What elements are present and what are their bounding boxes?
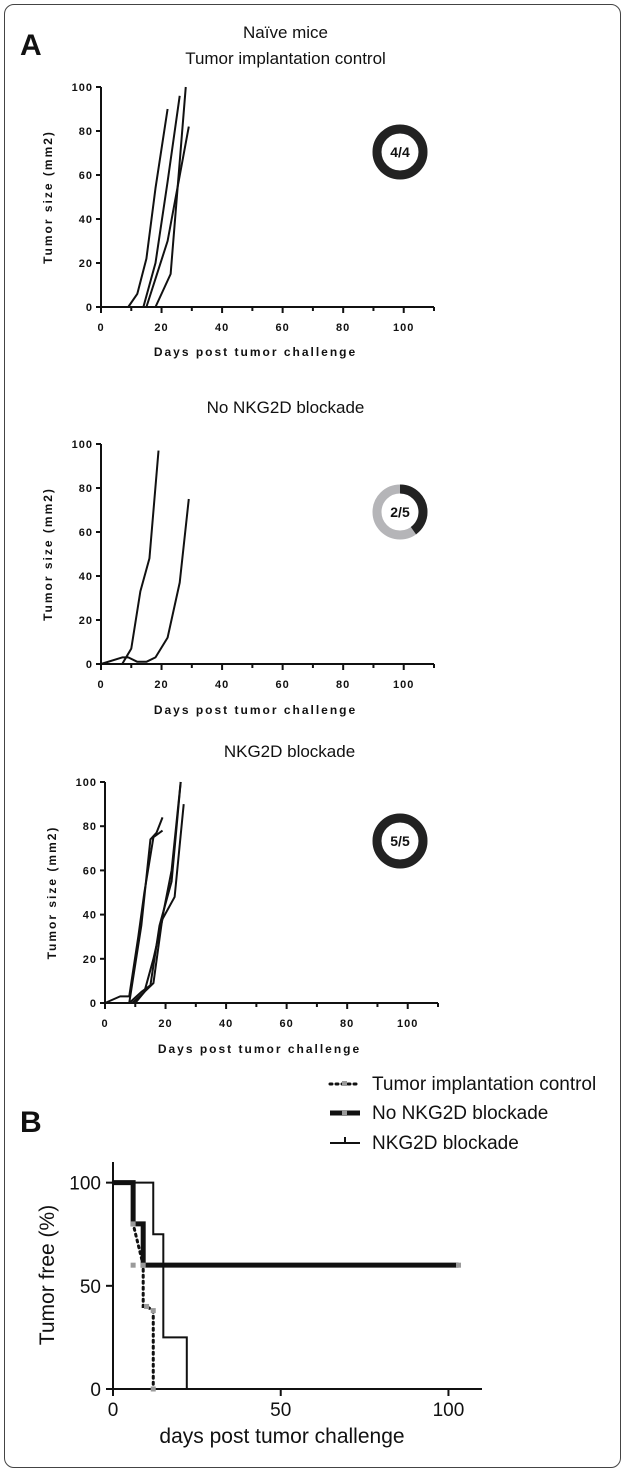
y-axis-label: Tumor free (%) — [36, 1205, 59, 1345]
y-tick-label: 0 — [90, 998, 97, 1010]
chart-title: Tumor implantation control — [185, 49, 386, 68]
legend-marker — [342, 1110, 347, 1115]
y-tick-label: 20 — [83, 954, 97, 966]
panel-letter-b: B — [20, 1106, 42, 1139]
x-tick-label: 0 — [97, 322, 104, 334]
x-tick-label: 0 — [97, 679, 104, 691]
survival-curve-3 — [113, 1181, 188, 1389]
survival-marker-1 — [130, 1221, 136, 1227]
chart-a2: No NKG2D blockade 0 20 40 60 80 100 0 20 40 60 80 10… — [41, 398, 435, 717]
x-axis-label: Days post tumor challenge — [154, 703, 357, 717]
legend-label-3: NKG2D blockade — [372, 1133, 519, 1154]
legend-label-1: Tumor implantation control — [372, 1074, 596, 1095]
y-tick-label: 60 — [79, 527, 93, 539]
x-tick-label: 60 — [276, 679, 290, 691]
y-tick-label: 40 — [83, 910, 97, 922]
survival-marker-5 — [150, 1386, 156, 1392]
tumor-curve-2 — [101, 95, 181, 308]
x-tick-label: 80 — [336, 679, 350, 691]
y-tick-label: 100 — [72, 82, 93, 94]
x-tick-label: 40 — [219, 1018, 233, 1030]
tumor-curve-3 — [105, 781, 182, 1004]
x-axis-label: Days post tumor challenge — [158, 1042, 361, 1056]
chart-a3: NKG2D blockade 0 20 40 60 80 100 0 20 40 60 80 100 Da… — [45, 742, 439, 1056]
x-axis-label: days post tumor challenge — [159, 1425, 404, 1448]
legend-marker — [342, 1081, 347, 1086]
y-tick-label: 80 — [79, 126, 93, 138]
chart-group: Naïve mice Tumor implantation control 0 20 4… — [36, 23, 596, 1448]
chart-title: No NKG2D blockade — [207, 398, 365, 417]
legend-label-2: No NKG2D blockade — [372, 1103, 548, 1124]
ring-fill — [372, 813, 428, 869]
x-tick-label: 100 — [397, 1018, 418, 1030]
y-tick-label: 40 — [79, 214, 93, 226]
x-axis-label: Days post tumor challenge — [154, 345, 357, 359]
y-axis-label: Tumor size (mm2) — [41, 487, 55, 621]
y-axis-label: Tumor size (mm2) — [41, 130, 55, 264]
y-tick-label: 20 — [79, 258, 93, 270]
x-tick-label: 60 — [280, 1018, 294, 1030]
ring-fill — [372, 124, 428, 180]
survival-marker-3 — [144, 1303, 150, 1309]
x-tick-label: 60 — [276, 322, 290, 334]
survival-marker-7 — [456, 1262, 462, 1268]
x-tick-label: 80 — [336, 322, 350, 334]
y-tick-label: 100 — [69, 1174, 101, 1195]
ring-label: 4/4 — [390, 144, 410, 160]
ring-fill — [372, 484, 428, 540]
y-tick-label: 80 — [83, 821, 97, 833]
tumor-curve-4 — [105, 804, 185, 1004]
survival-marker-2 — [140, 1262, 146, 1268]
ring-label: 2/5 — [390, 504, 410, 520]
x-tick-label: 100 — [393, 679, 414, 691]
chart-a1: Naïve mice Tumor implantation control 0 20 4… — [41, 23, 435, 359]
x-tick-label: 20 — [154, 322, 168, 334]
y-tick-label: 80 — [79, 483, 93, 495]
survival-marker-4 — [150, 1308, 156, 1314]
y-tick-label: 60 — [79, 170, 93, 182]
y-tick-label: 100 — [76, 777, 97, 789]
x-tick-label: 50 — [270, 1400, 291, 1421]
chart-title: Naïve mice — [243, 23, 328, 42]
x-tick-label: 100 — [433, 1400, 465, 1421]
y-tick-label: 0 — [86, 659, 93, 671]
y-tick-label: 60 — [83, 865, 97, 877]
y-tick-label: 40 — [79, 571, 93, 583]
panel-letter-a: A — [20, 29, 42, 62]
x-tick-label: 0 — [101, 1018, 108, 1030]
tumor-curve-1 — [101, 450, 160, 665]
survival-curve-2 — [113, 1180, 459, 1268]
x-tick-label: 40 — [215, 322, 229, 334]
figure-frame — [4, 4, 621, 1468]
y-tick-label: 0 — [90, 1380, 101, 1401]
chart-title: NKG2D blockade — [224, 742, 355, 761]
x-tick-label: 80 — [340, 1018, 354, 1030]
x-tick-label: 100 — [393, 322, 414, 334]
tumor-curve-2 — [100, 498, 190, 665]
chart-b: 0 50 100 0 50 100 days post tumor challenge Tum… — [36, 1074, 596, 1448]
y-tick-label: 100 — [72, 439, 93, 451]
y-tick-label: 0 — [86, 302, 93, 314]
x-tick-label: 40 — [215, 679, 229, 691]
tumor-curve-5 — [105, 781, 182, 1004]
x-tick-label: 0 — [108, 1400, 119, 1421]
x-tick-label: 20 — [158, 1018, 172, 1030]
survival-marker-6 — [130, 1262, 136, 1268]
tumor-curve-1 — [101, 108, 169, 308]
y-tick-label: 50 — [80, 1277, 101, 1298]
y-tick-label: 20 — [79, 615, 93, 627]
x-tick-label: 20 — [154, 679, 168, 691]
tumor-curve-4 — [101, 86, 187, 308]
y-axis-label: Tumor size (mm2) — [45, 826, 59, 960]
ring-label: 5/5 — [390, 833, 410, 849]
